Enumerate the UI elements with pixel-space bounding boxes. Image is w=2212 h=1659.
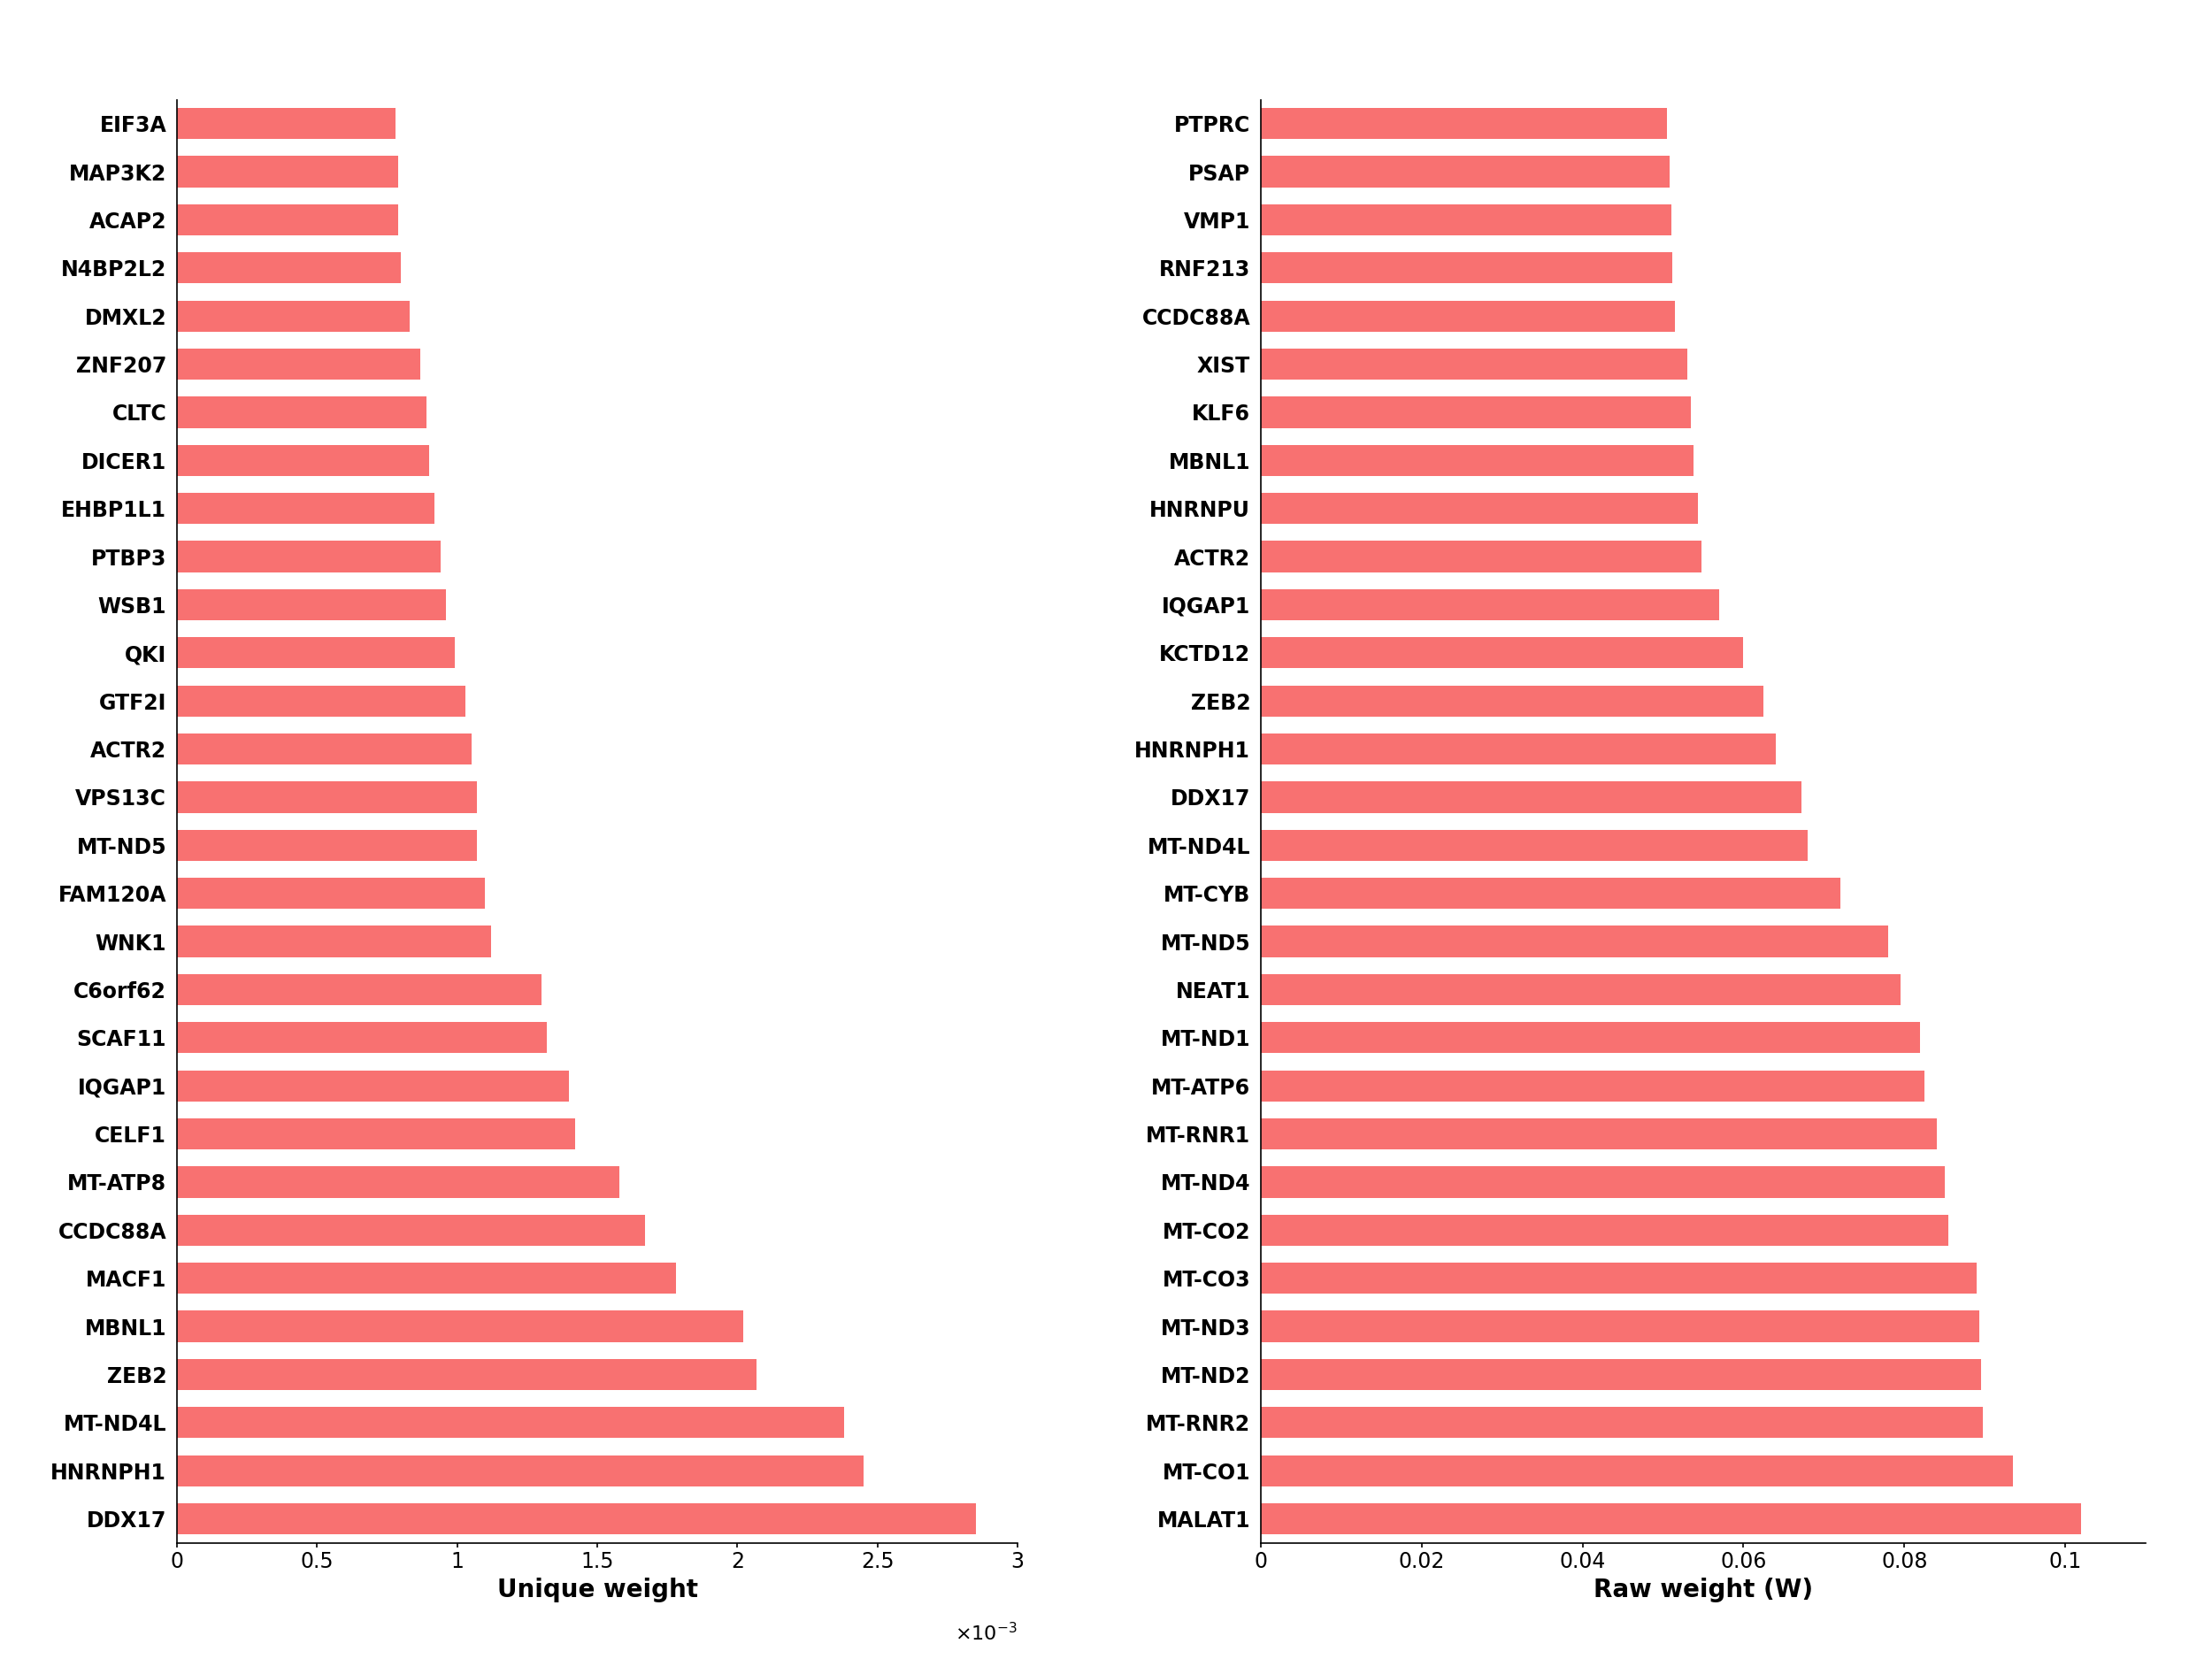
Bar [1261, 685, 1763, 717]
Bar [1261, 1214, 1949, 1246]
Bar [177, 1311, 743, 1342]
Bar [1261, 156, 1670, 187]
Bar [1261, 830, 1807, 861]
Bar [177, 252, 400, 284]
Bar [1261, 589, 1719, 620]
Bar [1261, 1311, 1980, 1342]
Bar [1261, 541, 1701, 572]
Bar [177, 1407, 843, 1438]
Bar [1261, 108, 1668, 139]
Bar [1261, 1503, 2081, 1535]
Bar [177, 1118, 575, 1150]
Bar [177, 1166, 619, 1198]
Bar [1261, 1166, 1944, 1198]
Bar [1261, 300, 1674, 332]
Bar [177, 445, 429, 476]
Bar [1261, 1262, 1978, 1294]
Bar [177, 1359, 757, 1390]
Bar [177, 156, 398, 187]
Bar [177, 1262, 675, 1294]
Bar [1261, 637, 1743, 669]
Bar [177, 108, 396, 139]
X-axis label: Unique weight: Unique weight [498, 1578, 697, 1603]
Text: $\times10^{-3}$: $\times10^{-3}$ [956, 1623, 1018, 1644]
Bar [177, 300, 409, 332]
Bar [177, 830, 478, 861]
Bar [177, 1503, 975, 1535]
Bar [1261, 445, 1694, 476]
Bar [1261, 1455, 2013, 1486]
Bar [1261, 252, 1672, 284]
Bar [177, 1455, 863, 1486]
Bar [1261, 493, 1697, 524]
Bar [1261, 1118, 1936, 1150]
Bar [177, 974, 542, 1005]
Bar [1261, 397, 1692, 428]
Bar [177, 1022, 546, 1053]
Bar [1261, 974, 1900, 1005]
Bar [177, 1070, 568, 1102]
Bar [177, 493, 436, 524]
Bar [177, 878, 484, 909]
Bar [1261, 733, 1776, 765]
Bar [177, 685, 465, 717]
Bar [1261, 1407, 1984, 1438]
Bar [177, 1214, 646, 1246]
Bar [177, 637, 453, 669]
Bar [1261, 1359, 1980, 1390]
Bar [177, 733, 471, 765]
Bar [177, 589, 447, 620]
Bar [177, 397, 427, 428]
Bar [1261, 1070, 1924, 1102]
Bar [177, 204, 398, 236]
Bar [177, 541, 440, 572]
Bar [177, 926, 491, 957]
Bar [1261, 348, 1688, 380]
Bar [1261, 204, 1670, 236]
Bar [1261, 1022, 1920, 1053]
Bar [1261, 926, 1889, 957]
Bar [1261, 878, 1840, 909]
Bar [177, 348, 420, 380]
Bar [177, 781, 478, 813]
X-axis label: Raw weight (W): Raw weight (W) [1593, 1578, 1814, 1603]
Bar [1261, 781, 1801, 813]
